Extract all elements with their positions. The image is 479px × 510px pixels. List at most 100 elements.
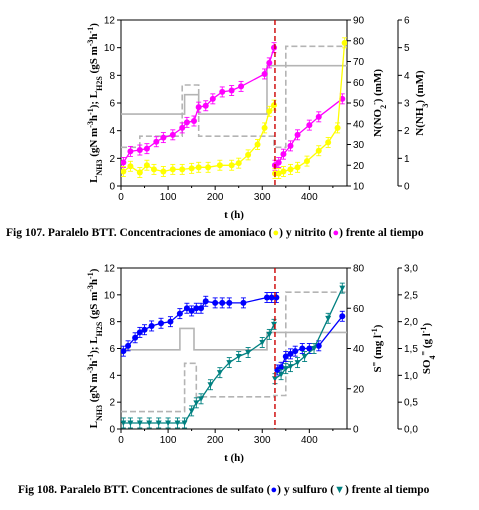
data-point bbox=[202, 102, 209, 109]
data-point bbox=[212, 299, 219, 306]
data-point bbox=[136, 169, 143, 176]
y-right1-label-text: ) (mM) bbox=[372, 69, 384, 103]
y-right2-tick-label: 6 bbox=[404, 16, 410, 27]
y-right2-label-text: ) (mM) bbox=[414, 70, 426, 104]
data-point bbox=[325, 315, 332, 322]
y-left-tick-label: 10 bbox=[104, 43, 116, 54]
y-left-label-sub: NH3 bbox=[95, 160, 104, 176]
y-left-tick-label: 8 bbox=[109, 317, 115, 328]
data-point bbox=[136, 147, 143, 154]
data-point bbox=[183, 305, 190, 312]
data-point bbox=[188, 165, 195, 172]
data-point bbox=[165, 420, 172, 426]
data-point bbox=[303, 158, 310, 165]
caption-text: Fig 107. Paralelo BTT. Concentraciones d… bbox=[6, 227, 273, 239]
data-point bbox=[198, 305, 205, 312]
y-right1-tick-label: 40 bbox=[353, 119, 365, 130]
data-point bbox=[268, 294, 275, 301]
y-right2-tick-label: 3,0 bbox=[404, 264, 418, 275]
y-left-tick-label: 8 bbox=[109, 71, 115, 82]
y-left-label-text: ) bbox=[88, 268, 100, 272]
data-point bbox=[266, 59, 273, 66]
data-point bbox=[271, 102, 278, 109]
y-left-label-text: (gS m bbox=[88, 46, 100, 76]
y-right1-label-text: S bbox=[372, 366, 384, 372]
plot-frame bbox=[120, 19, 348, 187]
y-right1-tick-label: 70 bbox=[353, 57, 365, 68]
y-left-label-text: ); L bbox=[88, 336, 100, 353]
data-point bbox=[125, 342, 132, 349]
y-left-tick-label: 6 bbox=[109, 344, 115, 355]
data-point bbox=[271, 376, 278, 382]
y-left-label-text: (gS m bbox=[88, 292, 100, 322]
data-point bbox=[292, 348, 299, 355]
data-point bbox=[160, 134, 167, 141]
y-right2-label-text: SO bbox=[421, 359, 433, 374]
data-point bbox=[181, 420, 188, 426]
y-left-label-sub: NH3 bbox=[95, 405, 104, 421]
data-point bbox=[280, 151, 287, 158]
data-point bbox=[287, 166, 294, 173]
data-point bbox=[235, 160, 242, 167]
data-point bbox=[245, 151, 252, 158]
y-right1-axis-label: S= (mg l-1) bbox=[370, 324, 385, 372]
y-left-tick-label: 0 bbox=[109, 425, 115, 436]
y-left-tick-label: 10 bbox=[104, 290, 116, 301]
x-tick-label: 0 bbox=[118, 435, 124, 446]
y-right1-label-text: ) bbox=[372, 324, 384, 328]
y-left-label-text: (gN m bbox=[88, 128, 100, 160]
y-right1-axis-label: N(NO2-) (mM) bbox=[370, 69, 388, 137]
data-point bbox=[238, 83, 245, 90]
data-point bbox=[193, 400, 200, 406]
caption-marker-2: ● bbox=[333, 227, 340, 239]
y-left-label-text: ); L bbox=[88, 91, 100, 108]
y-left-label-text: h bbox=[88, 115, 100, 121]
y-left-label-sup: -1 bbox=[86, 272, 95, 279]
data-point bbox=[121, 420, 127, 426]
y-right2-tick-label: 1,0 bbox=[404, 371, 418, 382]
y-right2-tick-label: 1 bbox=[404, 154, 410, 165]
data-point bbox=[198, 396, 205, 402]
y-right1-tick-label: 10 bbox=[353, 182, 365, 193]
caption-marker-1: ● bbox=[273, 227, 280, 239]
data-point bbox=[153, 138, 160, 145]
x-axis-label: t (h) bbox=[224, 209, 244, 221]
y-right2-tick-label: 2,5 bbox=[404, 290, 418, 301]
data-point bbox=[216, 162, 223, 169]
y-right2-label-sub: 4 bbox=[428, 355, 437, 359]
data-point bbox=[299, 345, 306, 352]
caption-text: ) frente al tiempo bbox=[345, 484, 430, 496]
y-left-label-sup: -3 bbox=[86, 367, 95, 374]
data-point bbox=[179, 166, 186, 173]
data-point bbox=[275, 170, 282, 177]
data-point bbox=[306, 122, 313, 129]
data-point bbox=[205, 164, 212, 171]
data-point bbox=[278, 372, 285, 378]
y-right1-label-sup: - bbox=[370, 102, 379, 105]
solid-step-line bbox=[121, 64, 347, 115]
plot-area bbox=[121, 37, 347, 180]
y-right1-tick-label: 40 bbox=[353, 344, 365, 355]
data-point bbox=[287, 350, 294, 357]
y-left-label-sup: -1 bbox=[86, 27, 95, 34]
data-point bbox=[155, 420, 162, 426]
dashed-step-line bbox=[121, 291, 347, 413]
data-point bbox=[183, 119, 190, 126]
data-point bbox=[306, 345, 313, 352]
data-point bbox=[341, 39, 347, 46]
y-right1-label-text: (mg l bbox=[372, 335, 384, 362]
data-point bbox=[228, 87, 235, 94]
data-point bbox=[195, 164, 202, 171]
x-tick-label: 0 bbox=[118, 192, 124, 203]
y-left-label-text: h bbox=[88, 360, 100, 366]
x-tick-label: 100 bbox=[160, 435, 177, 446]
x-axis-label: t (h) bbox=[224, 452, 244, 464]
data-point bbox=[240, 299, 247, 306]
data-point bbox=[294, 164, 301, 171]
y-left-tick-label: 0 bbox=[109, 182, 115, 193]
data-point bbox=[127, 163, 134, 170]
y-left-label-text: h bbox=[88, 33, 100, 39]
data-point bbox=[158, 320, 165, 327]
caption-text: Fig 108. Paralelo BTT. Concentraciones d… bbox=[18, 484, 271, 496]
data-point bbox=[275, 159, 282, 166]
